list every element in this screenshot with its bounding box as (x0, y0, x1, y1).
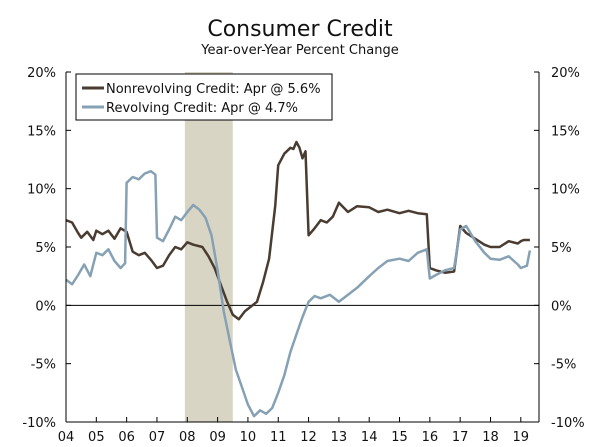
chart-subtitle: Year-over-Year Percent Change (200, 43, 398, 58)
x-tick-label: 19 (513, 430, 530, 445)
legend: Nonrevolving Credit: Apr @ 5.6% Revolvin… (75, 73, 333, 121)
y-tick-label-left: -5% (31, 358, 56, 373)
x-tick-label: 15 (391, 430, 408, 445)
legend-box (75, 73, 333, 121)
y-tick-label-left: 20% (27, 66, 56, 81)
axis-layer: 20% 20% 15% 15% 10% 10% 5% 5% 0% 0% -5% -5% -10% -10%… (22, 66, 584, 445)
chart-title: Consumer Credit (207, 17, 393, 42)
series-layer (65, 140, 532, 418)
y-tick-label-right: 15% (551, 124, 580, 139)
x-tick-label: 18 (482, 430, 499, 445)
x-tick-label: 13 (331, 430, 348, 445)
x-tick-label: 16 (422, 430, 439, 445)
y-tick-label-right: 20% (551, 66, 580, 81)
x-tick-label: 17 (452, 430, 469, 445)
x-tick-label: 09 (209, 430, 226, 445)
x-tick-label: 14 (361, 430, 378, 445)
y-tick-label-left: 10% (27, 183, 56, 198)
y-tick-label-right: -5% (551, 358, 576, 373)
legend-label-nonrevolving: Nonrevolving Credit: Apr @ 5.6% (106, 82, 321, 97)
x-tick-label: 12 (300, 430, 317, 445)
x-tick-label: 10 (240, 430, 257, 445)
recession-band (184, 72, 233, 422)
series-line-revolving (65, 169, 532, 418)
y-tick-label-left: 15% (27, 124, 56, 139)
legend-label-revolving: Revolving Credit: Apr @ 4.7% (106, 101, 298, 116)
y-tick-label-right: 0% (551, 299, 572, 314)
y-tick-label-right: 5% (551, 241, 572, 256)
x-tick-label: 05 (88, 430, 105, 445)
x-tick-label: 04 (58, 430, 75, 445)
y-tick-label-left: 5% (35, 241, 56, 256)
y-tick-label-left: 0% (35, 299, 56, 314)
recession-layer (184, 72, 233, 422)
x-tick-label: 06 (118, 430, 135, 445)
y-tick-label-right: -10% (551, 416, 585, 431)
y-tick-label-left: -10% (22, 416, 56, 431)
x-tick-label: 11 (270, 430, 287, 445)
x-tick-label: 08 (179, 430, 196, 445)
x-tick-label: 07 (149, 430, 166, 445)
y-tick-label-right: 10% (551, 183, 580, 198)
